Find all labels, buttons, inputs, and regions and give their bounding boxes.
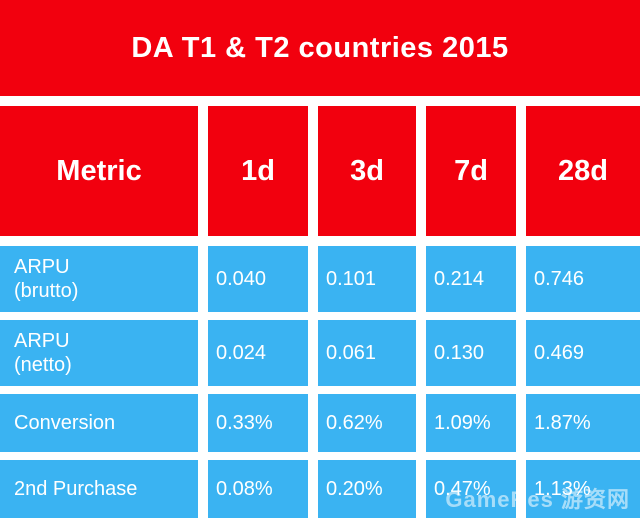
table-cell: 1.09% [426, 394, 516, 452]
table-row-metric: ARPU (brutto) [0, 246, 198, 312]
table-cell: 0.33% [208, 394, 308, 452]
header-1d: 1d [208, 106, 308, 236]
table-cell: 0.469 [526, 320, 640, 386]
table-cell: 0.20% [318, 460, 416, 518]
table-title: DA T1 & T2 countries 2015 [0, 0, 640, 96]
table-cell: 0.130 [426, 320, 516, 386]
watermark: GameRes 游资网 [445, 487, 630, 512]
table-cell: 1.87% [526, 394, 640, 452]
table-cell: 0.061 [318, 320, 416, 386]
table-cell: 0.214 [426, 246, 516, 312]
table-row-metric: Conversion [0, 394, 198, 452]
metric-label-line2: (brutto) [14, 280, 79, 302]
table-cell: 0.47% [426, 460, 516, 518]
header-metric: Metric [0, 106, 198, 236]
table-row-metric: 2nd Purchase [0, 460, 198, 518]
table-cell: 0.746 [526, 246, 640, 312]
table-cell: 0.08% [208, 460, 308, 518]
table-cell: 0.024 [208, 320, 308, 386]
table-cell: 0.040 [208, 246, 308, 312]
metric-label-line1: ARPU [14, 256, 70, 278]
metric-label-line1: ARPU [14, 330, 70, 352]
header-3d: 3d [318, 106, 416, 236]
header-7d: 7d [426, 106, 516, 236]
table-cell: 0.62% [318, 394, 416, 452]
header-28d: 28d [526, 106, 640, 236]
metric-label-line2: (netto) [14, 354, 72, 376]
table-row-metric: ARPU (netto) [0, 320, 198, 386]
table-cell: 0.101 [318, 246, 416, 312]
table-cell: 1.13% [526, 460, 640, 518]
